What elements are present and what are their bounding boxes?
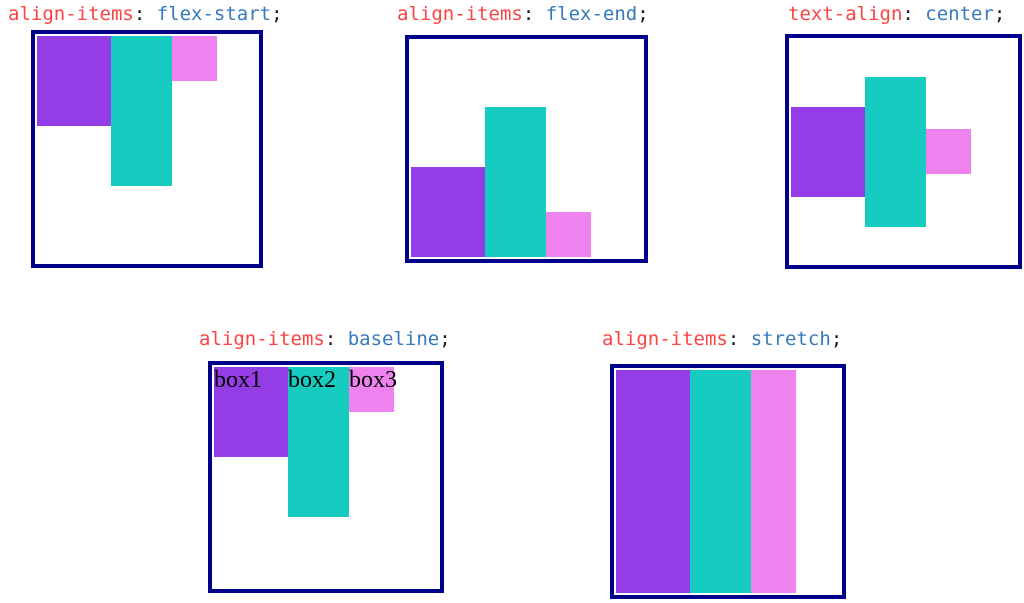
flex-item-box3: box3 xyxy=(349,367,397,412)
flex-container-stretch xyxy=(616,370,840,593)
css-rule-label-flex-start: align-items: flex-start; xyxy=(8,1,283,27)
css-terminator: ; xyxy=(637,3,649,25)
css-terminator: ; xyxy=(830,328,843,350)
flex-container-center xyxy=(791,40,1016,263)
css-separator: : xyxy=(133,3,157,25)
panel-center xyxy=(785,34,1022,269)
css-terminator: ; xyxy=(271,3,283,25)
css-value: baseline xyxy=(347,328,440,350)
panel-flex-end xyxy=(405,35,648,263)
flex-item-box1 xyxy=(616,370,690,593)
css-property: text-align xyxy=(788,3,903,25)
css-property: align-items xyxy=(8,3,134,25)
css-terminator: ; xyxy=(439,328,451,350)
css-separator: : xyxy=(727,328,751,350)
flex-item-box2 xyxy=(111,36,172,186)
css-value: center xyxy=(925,3,994,25)
css-terminator: ; xyxy=(993,3,1006,25)
css-rule-label-center: text-align: center; xyxy=(788,1,1005,27)
flex-item-box3 xyxy=(751,370,796,593)
css-property: align-items xyxy=(602,328,728,350)
flex-container-flex-start xyxy=(37,36,257,262)
flex-item-box3 xyxy=(926,129,971,174)
css-separator: : xyxy=(522,3,546,25)
flex-item-box2 xyxy=(485,107,546,257)
css-separator: : xyxy=(902,3,926,25)
panel-stretch xyxy=(610,364,846,599)
flex-container-flex-end xyxy=(411,41,642,257)
css-property: align-items xyxy=(397,3,523,25)
css-value: flex-end xyxy=(545,3,638,25)
flex-item-box2: box2 xyxy=(288,367,349,517)
css-rule-label-baseline: align-items: baseline; xyxy=(199,326,451,352)
flex-item-box3 xyxy=(172,36,217,81)
css-separator: : xyxy=(324,328,348,350)
css-value: flex-start xyxy=(156,3,272,25)
flex-item-box3 xyxy=(546,212,591,257)
panel-flex-start xyxy=(31,30,263,268)
css-property: align-items xyxy=(199,328,325,350)
css-value: stretch xyxy=(750,328,831,350)
flex-item-box1: box1 xyxy=(214,367,288,457)
panel-baseline: box1 box2 box3 xyxy=(208,361,444,593)
flex-item-box1 xyxy=(37,36,111,126)
flex-item-box2 xyxy=(690,370,751,593)
flex-item-box2 xyxy=(865,76,926,227)
flex-item-box1 xyxy=(411,167,485,257)
flex-container-baseline: box1 box2 box3 xyxy=(214,367,438,587)
flex-item-box1 xyxy=(791,106,865,197)
css-rule-label-flex-end: align-items: flex-end; xyxy=(397,1,649,27)
css-rule-label-stretch: align-items: stretch; xyxy=(602,326,842,352)
